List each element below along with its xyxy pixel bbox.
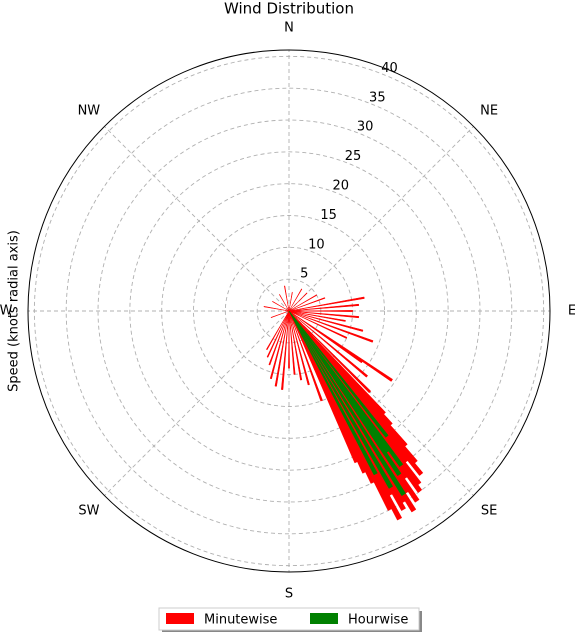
wind-bar xyxy=(265,310,290,351)
wind-bar xyxy=(288,291,293,312)
wind-bar xyxy=(288,310,303,381)
wind-bar xyxy=(288,310,296,375)
wind-bar xyxy=(274,310,290,387)
wind-bar xyxy=(288,310,323,402)
r-tick-label: 30 xyxy=(357,120,374,135)
r-tick-label: 15 xyxy=(320,208,337,223)
wind-bar xyxy=(288,310,364,332)
legend-swatch xyxy=(310,613,338,624)
theta-tick-label: E xyxy=(568,304,575,319)
wind-bar xyxy=(272,300,290,312)
r-tick-label: 10 xyxy=(308,237,325,252)
grid-spoke xyxy=(104,126,290,312)
wind-bar xyxy=(288,310,363,364)
wind-bar xyxy=(263,306,290,312)
wind-bar xyxy=(284,285,290,312)
wind-bar xyxy=(266,310,290,358)
wind-bar xyxy=(269,310,290,380)
legend-label: Hourwise xyxy=(348,613,408,628)
y-axis-label: Speed (knots radial axis) xyxy=(7,230,22,392)
r-tick-label: 5 xyxy=(300,267,308,282)
polar-frame xyxy=(27,49,551,573)
wind-bar xyxy=(288,296,365,312)
r-tick-label: 20 xyxy=(333,178,350,193)
wind-bar xyxy=(288,310,390,454)
wind-bar xyxy=(288,310,348,339)
theta-tick-label: W xyxy=(0,304,13,319)
wind-bar xyxy=(288,310,346,322)
legend-label: Minutewise xyxy=(204,613,277,628)
theta-tick-label: NW xyxy=(78,103,101,118)
legend-box xyxy=(158,607,420,631)
theta-tick-label: N xyxy=(284,21,294,36)
wind-bar xyxy=(288,288,303,312)
grid-spoke xyxy=(104,310,290,496)
wind-bar xyxy=(288,310,367,474)
grid-ring xyxy=(129,151,449,471)
wind-bar xyxy=(288,310,406,497)
wind-bar xyxy=(288,310,404,468)
wind-bar xyxy=(288,310,375,484)
wind-bar xyxy=(268,310,290,366)
grid-spoke xyxy=(288,126,474,312)
wind-bar xyxy=(288,310,378,476)
wind-bar xyxy=(288,310,369,378)
wind-bar xyxy=(288,310,359,464)
wind-bar xyxy=(288,310,353,312)
chart-title: Wind Distribution xyxy=(224,0,354,18)
wind-bar xyxy=(270,310,290,319)
wind-bar xyxy=(278,294,290,312)
legend-swatch xyxy=(166,613,194,624)
wind-bar xyxy=(288,310,402,477)
grid-ring xyxy=(65,87,513,535)
theta-tick-label: NE xyxy=(480,103,498,118)
wind-bar xyxy=(288,292,308,312)
wind-bar xyxy=(288,310,290,369)
theta-tick-label: S xyxy=(285,587,293,602)
wind-bar xyxy=(288,297,326,312)
wind-bar xyxy=(288,310,394,489)
wind-bar xyxy=(288,294,318,312)
wind-bar xyxy=(288,310,374,343)
r-tick-label: 40 xyxy=(381,61,398,76)
wind-bar xyxy=(288,310,372,394)
wind-bar xyxy=(288,303,360,312)
theta-tick-label: SW xyxy=(78,504,99,519)
grid-ring xyxy=(193,215,385,407)
r-tick-label: 35 xyxy=(369,90,386,105)
wind-bar xyxy=(288,310,360,319)
wind-bar xyxy=(281,310,290,390)
legend: Minutewise Hourwise xyxy=(158,607,422,632)
wind-bar xyxy=(288,310,310,386)
wind-bar xyxy=(288,310,424,476)
wind-bar xyxy=(288,310,389,438)
theta-tick-label: SE xyxy=(481,504,497,519)
r-tick-label: 25 xyxy=(345,149,362,164)
